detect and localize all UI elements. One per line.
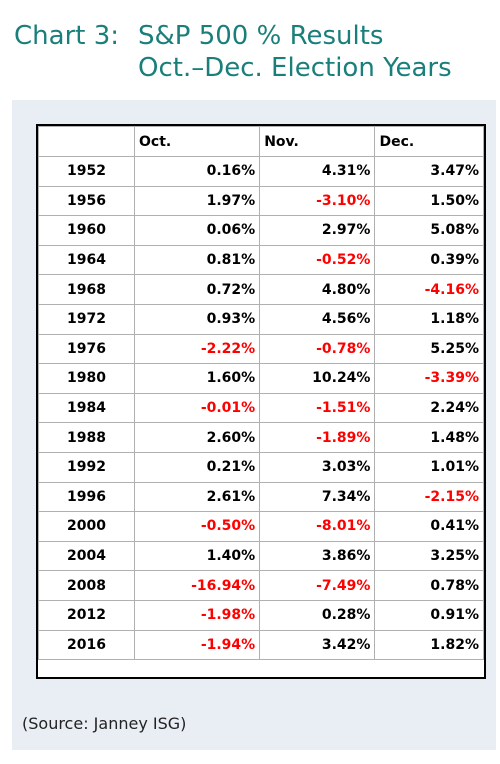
table-row: 1984 -0.01% -1.51% 2.24% xyxy=(38,392,484,424)
cell-nov: -1.89% xyxy=(259,422,376,453)
cell-nov: -7.49% xyxy=(259,570,376,601)
cell-year: 1960 xyxy=(38,215,135,246)
cell-nov: 7.34% xyxy=(259,481,376,513)
cell-year: 2000 xyxy=(38,511,135,542)
title-line-2: Oct.–Dec. Election Years xyxy=(138,53,452,83)
table-row: 2012 -1.98% 0.28% 0.91% xyxy=(38,599,484,631)
table-row: 1964 0.81% -0.52% 0.39% xyxy=(38,244,484,276)
cell-oct: -16.94% xyxy=(133,570,261,601)
cell-dec: 3.47% xyxy=(374,156,484,187)
cell-year: 2008 xyxy=(38,570,135,601)
header-row: Oct. Nov. Dec. xyxy=(38,126,484,157)
cell-oct: 2.60% xyxy=(133,422,261,453)
cell-oct: 0.16% xyxy=(133,156,261,187)
results-table-box: Oct. Nov. Dec. 1952 0.16% 4.31% 3.47% 1956 1.… xyxy=(36,124,486,679)
table-row: 2004 1.40% 3.86% 3.25% xyxy=(38,540,484,572)
cell-oct: 0.72% xyxy=(133,274,261,305)
cell-dec: 5.25% xyxy=(374,333,484,365)
table-body: 1952 0.16% 4.31% 3.47% 1956 1.97% -3.10% 1.50% 1… xyxy=(38,156,484,661)
table-row: 1988 2.60% -1.89% 1.48% xyxy=(38,422,484,453)
cell-nov: 4.80% xyxy=(259,274,376,305)
cell-dec: 0.91% xyxy=(374,599,484,631)
cell-year: 1988 xyxy=(38,422,135,453)
cell-oct: 1.40% xyxy=(133,540,261,572)
cell-dec: 1.01% xyxy=(374,451,484,483)
cell-year: 1992 xyxy=(38,451,135,483)
cell-year: 2016 xyxy=(38,629,135,661)
table-row: 2016 -1.94% 3.42% 1.82% xyxy=(38,629,484,661)
results-table: Oct. Nov. Dec. 1952 0.16% 4.31% 3.47% 1956 1.… xyxy=(38,126,484,661)
cell-oct: -2.22% xyxy=(133,333,261,365)
cell-year: 1968 xyxy=(38,274,135,305)
cell-dec: 1.50% xyxy=(374,185,484,217)
chart-number: Chart 3: xyxy=(14,21,120,51)
cell-nov: -3.10% xyxy=(259,185,376,217)
cell-nov: 3.42% xyxy=(259,629,376,661)
cell-nov: 4.56% xyxy=(259,303,376,335)
header-nov: Nov. xyxy=(259,126,376,157)
source-note: (Source: Janney ISG) xyxy=(22,714,187,733)
cell-year: 1972 xyxy=(38,303,135,335)
cell-oct: -0.50% xyxy=(133,511,261,542)
cell-oct: -1.94% xyxy=(133,629,261,661)
table-row: 1976 -2.22% -0.78% 5.25% xyxy=(38,333,484,365)
cell-oct: 1.60% xyxy=(133,363,261,394)
cell-dec: 1.82% xyxy=(374,629,484,661)
cell-dec: -3.39% xyxy=(374,363,484,394)
cell-nov: 3.03% xyxy=(259,451,376,483)
chart-title: Chart 3: S&P 500 % Results Oct.–Dec. Elec… xyxy=(14,20,452,84)
table-row: 1960 0.06% 2.97% 5.08% xyxy=(38,215,484,246)
cell-year: 1980 xyxy=(38,363,135,394)
table-row: 2008 -16.94% -7.49% 0.78% xyxy=(38,570,484,601)
cell-oct: -1.98% xyxy=(133,599,261,631)
table-row: 1952 0.16% 4.31% 3.47% xyxy=(38,156,484,187)
header-oct: Oct. xyxy=(133,126,261,157)
cell-nov: 0.28% xyxy=(259,599,376,631)
cell-year: 1964 xyxy=(38,244,135,276)
cell-nov: 2.97% xyxy=(259,215,376,246)
cell-oct: -0.01% xyxy=(133,392,261,424)
title-line-1: S&P 500 % Results xyxy=(138,21,384,51)
cell-oct: 1.97% xyxy=(133,185,261,217)
cell-year: 1956 xyxy=(38,185,135,217)
cell-oct: 0.81% xyxy=(133,244,261,276)
cell-year: 2012 xyxy=(38,599,135,631)
cell-nov: -8.01% xyxy=(259,511,376,542)
cell-year: 1984 xyxy=(38,392,135,424)
header-year xyxy=(38,126,135,157)
table-row: 1980 1.60% 10.24% -3.39% xyxy=(38,363,484,394)
table-row: 2000 -0.50% -8.01% 0.41% xyxy=(38,511,484,542)
cell-dec: 0.41% xyxy=(374,511,484,542)
cell-nov: -0.78% xyxy=(259,333,376,365)
cell-nov: -1.51% xyxy=(259,392,376,424)
table-row: 1992 0.21% 3.03% 1.01% xyxy=(38,451,484,483)
table-row: 1996 2.61% 7.34% -2.15% xyxy=(38,481,484,513)
cell-nov: 10.24% xyxy=(259,363,376,394)
cell-dec: 0.39% xyxy=(374,244,484,276)
cell-oct: 2.61% xyxy=(133,481,261,513)
cell-year: 2004 xyxy=(38,540,135,572)
cell-year: 1976 xyxy=(38,333,135,365)
cell-year: 1952 xyxy=(38,156,135,187)
cell-oct: 0.21% xyxy=(133,451,261,483)
cell-year: 1996 xyxy=(38,481,135,513)
cell-oct: 0.93% xyxy=(133,303,261,335)
cell-nov: 3.86% xyxy=(259,540,376,572)
cell-dec: 0.78% xyxy=(374,570,484,601)
cell-dec: -4.16% xyxy=(374,274,484,305)
cell-nov: -0.52% xyxy=(259,244,376,276)
cell-nov: 4.31% xyxy=(259,156,376,187)
cell-dec: 1.18% xyxy=(374,303,484,335)
table-row: 1956 1.97% -3.10% 1.50% xyxy=(38,185,484,217)
table-row: 1972 0.93% 4.56% 1.18% xyxy=(38,303,484,335)
table-row: 1968 0.72% 4.80% -4.16% xyxy=(38,274,484,305)
cell-dec: 1.48% xyxy=(374,422,484,453)
cell-dec: 5.08% xyxy=(374,215,484,246)
cell-dec: 2.24% xyxy=(374,392,484,424)
cell-oct: 0.06% xyxy=(133,215,261,246)
header-dec: Dec. xyxy=(374,126,484,157)
cell-dec: -2.15% xyxy=(374,481,484,513)
cell-dec: 3.25% xyxy=(374,540,484,572)
